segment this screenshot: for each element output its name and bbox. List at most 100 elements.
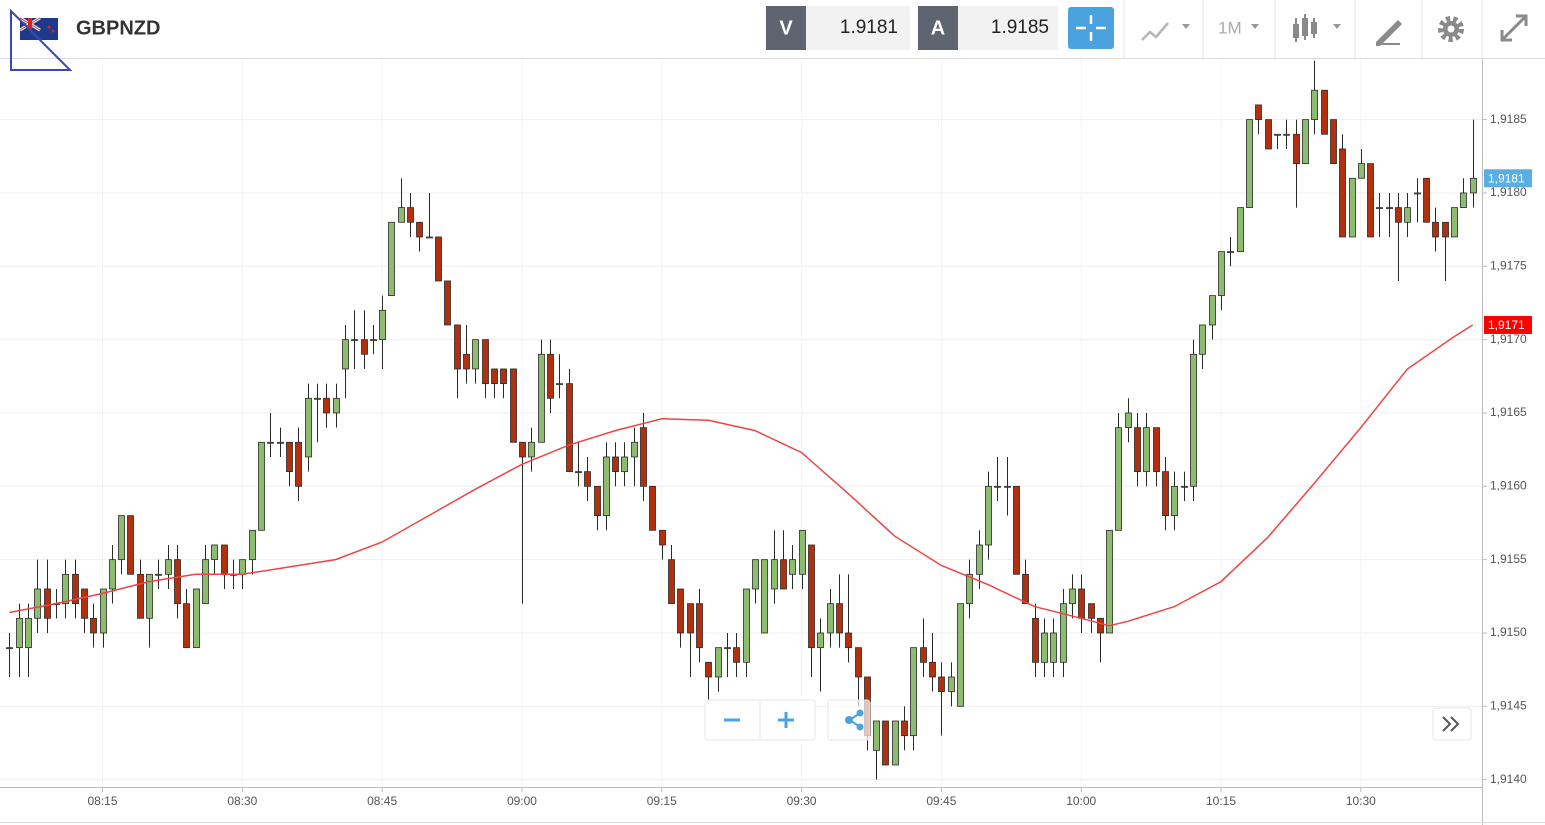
scroll-right-button[interactable] [1432,707,1472,741]
ask-price: 1.9185 [991,17,1049,38]
corner-marker [10,8,73,71]
candle-body [118,515,125,561]
draw-button[interactable] [1376,20,1402,46]
candle-body [510,368,517,443]
candle-type-button[interactable] [1293,14,1341,42]
candle-body [370,339,377,342]
candle-body [1349,177,1356,238]
moving-average-line [9,324,1474,627]
candle-body [948,676,955,693]
candle-body [1386,207,1393,210]
candle-body [966,573,973,605]
candle-body [836,603,843,634]
candle-body [1143,427,1150,473]
candle-body [1022,573,1029,605]
flag [19,16,58,40]
settings-button[interactable] [1438,16,1464,42]
candle-body [603,456,610,517]
bid-box[interactable]: V 1.9181 [766,6,910,50]
y-tick-label: 1,9165 [1490,405,1527,419]
y-tick-label: 1,9185 [1490,112,1527,126]
candle-body [845,632,852,649]
symbol: GBPNZD [76,17,160,39]
candle-body [855,647,862,678]
candle-body [910,647,917,737]
candle-body [771,559,778,590]
candle-body [1115,427,1122,531]
candle-body [1162,471,1169,517]
ask-box[interactable]: A 1.9185 [918,6,1058,50]
fullscreen-button[interactable] [1500,14,1528,42]
timeframe-button[interactable]: 1M [1218,18,1259,37]
candle-body [1432,221,1439,238]
candle-body [1451,207,1458,238]
candle-body [25,617,32,649]
candle-body [1293,133,1300,165]
candle-body [165,559,172,575]
candle-body [1255,104,1262,121]
x-tick-label: 09:15 [647,794,677,808]
candle-body [1125,412,1132,429]
candle-body [305,397,312,458]
candle-body [1423,177,1430,223]
candle-body [426,236,433,239]
share-button[interactable] [827,699,871,741]
candle-body [239,559,246,575]
candle-body [127,515,134,575]
candle-body [1302,119,1309,165]
candle-body [1078,588,1085,619]
candle-body [146,573,153,619]
candle-body [249,529,256,561]
x-tick-label: 10:15 [1206,794,1236,808]
candle-body [183,603,190,649]
crosshair-button[interactable] [1068,7,1114,49]
candle-body [668,559,675,605]
candle-body [1041,632,1048,663]
y-tick-label: 1,9160 [1490,478,1527,492]
x-tick-label: 09:30 [787,794,817,808]
overlay-last-label: 1,9171 [1488,318,1525,332]
candle-body [1358,163,1365,179]
candle-body [44,588,51,619]
candle-body [584,471,591,487]
candle-body [649,485,656,531]
y-tick-label: 1,9170 [1490,332,1527,346]
candle-body [500,368,507,385]
candle-body [920,647,927,663]
overlay-last-label-box [1484,315,1532,334]
x-tick-label: 08:15 [88,794,118,808]
y-tick-label: 1,9155 [1490,552,1527,566]
candle-body [892,720,899,766]
candle-body [277,441,284,444]
candle-body [938,676,945,693]
candle-body [1199,324,1206,355]
candle-body [1460,192,1467,209]
candle-body [314,397,321,400]
candle-body [631,441,638,458]
candle-body [482,339,489,385]
candle-body [1218,251,1225,297]
candle-body [1395,207,1402,223]
candle-body [1190,353,1197,487]
chart-type-button[interactable] [1141,22,1190,41]
bid-price: 1.9181 [840,17,898,38]
x-tick-label: 08:45 [367,794,397,808]
candle-body [444,280,451,326]
candle-body [547,353,554,399]
candle-body [733,647,740,663]
candle-body [435,236,442,282]
candle-body [1339,148,1346,238]
candle-body [379,309,386,341]
y-tick-label: 1,9140 [1490,772,1527,786]
candle-body [1227,251,1234,254]
candle-body [323,397,330,414]
candle-body [407,207,414,223]
candle-body [90,617,97,634]
candle-body [705,661,712,678]
x-tick-label: 10:00 [1066,794,1096,808]
candle-body [594,485,601,517]
candle-body [267,441,274,444]
candle-body [808,544,815,649]
x-tick-label: 10:30 [1346,794,1376,808]
zoom-in-button[interactable] [778,712,794,728]
